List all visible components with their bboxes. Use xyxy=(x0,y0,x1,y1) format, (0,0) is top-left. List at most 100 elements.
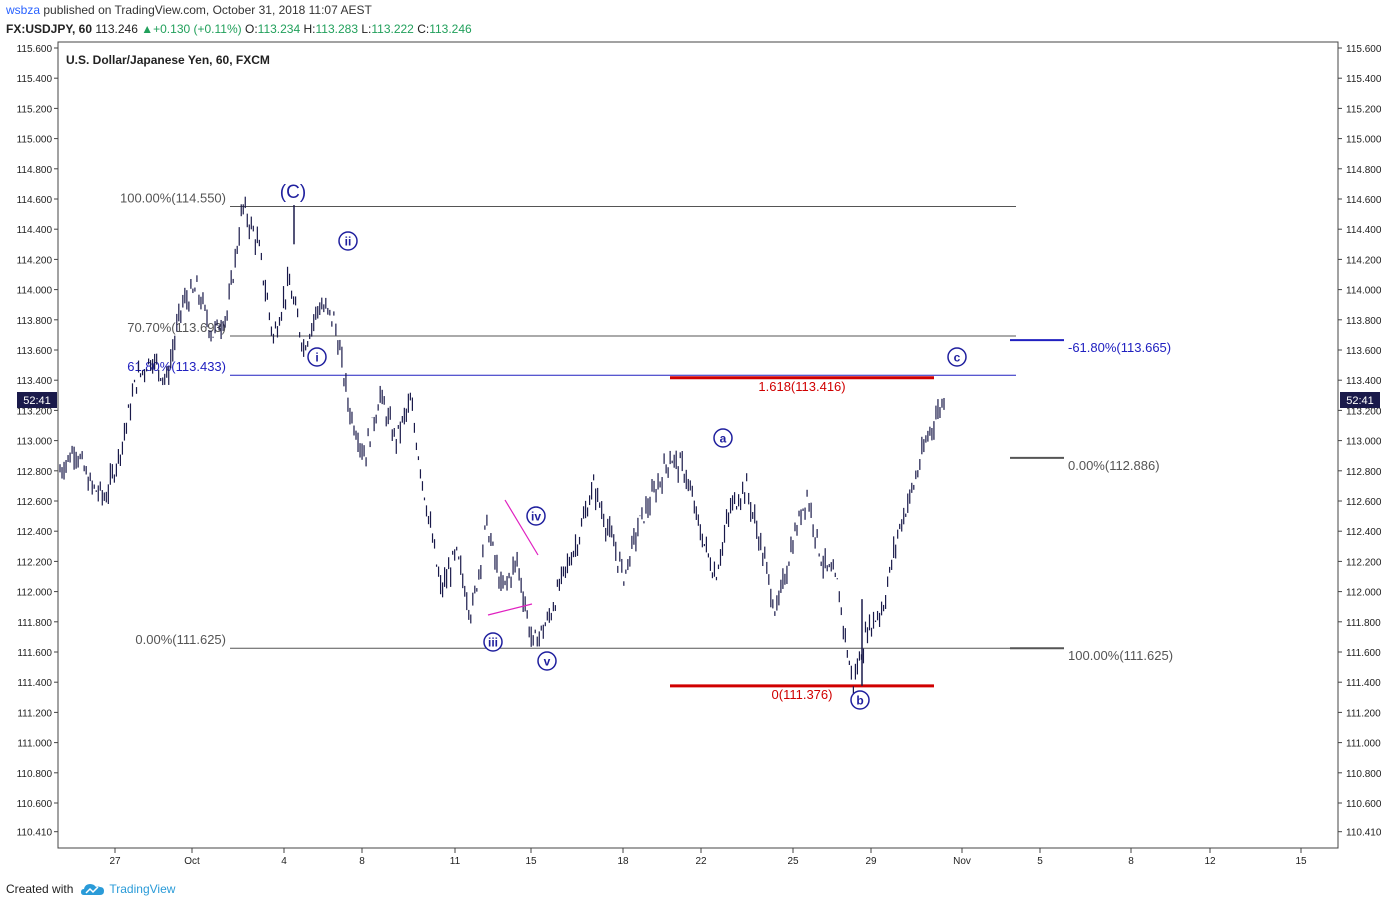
tradingview-brand[interactable]: TradingView xyxy=(81,882,175,896)
low-label: L: xyxy=(361,22,372,36)
y-tick-label-left: 114.400 xyxy=(17,225,53,236)
triangle-lower-line xyxy=(487,603,533,616)
y-tick-label-left: 114.600 xyxy=(17,195,53,206)
publisher-name[interactable]: wsbza xyxy=(6,3,41,17)
y-tick-label-right: 112.000 xyxy=(1346,588,1382,599)
wave-circle xyxy=(537,651,557,671)
left-price-axis: 115.600 115.400 115.200 115.000 114.800 114.6… xyxy=(17,44,58,839)
y-tick-label-left: 115.600 xyxy=(17,44,53,55)
wave-circle xyxy=(307,347,327,367)
y-tick-label-left: 111.800 xyxy=(17,618,52,629)
y-tick-label-right: 111.600 xyxy=(1346,648,1381,659)
y-tick-label-left: 113.600 xyxy=(17,346,53,357)
x-tick-label: 12 xyxy=(1204,856,1216,867)
quote-low: 113.222 xyxy=(371,22,414,36)
wave-circle xyxy=(338,231,358,251)
triangle-upper-line xyxy=(504,499,539,556)
y-tick-label-right: 114.400 xyxy=(1346,225,1382,236)
plot-frame xyxy=(57,41,1339,849)
y-tick-label-left: 110.800 xyxy=(17,769,53,780)
x-tick-label: 8 xyxy=(1128,856,1134,867)
y-tick-label-left: 114.800 xyxy=(17,165,53,176)
y-tick-label-left: 114.200 xyxy=(17,255,53,266)
triangle-drawing xyxy=(487,499,539,616)
x-tick-label: Oct xyxy=(184,856,200,867)
x-tick-label: 15 xyxy=(525,856,537,867)
wave-circle xyxy=(713,428,733,448)
y-tick-label-left: 111.400 xyxy=(17,678,52,689)
y-tick-label-right: 112.800 xyxy=(1346,467,1382,478)
extension-label: 0(111.376) xyxy=(772,687,833,702)
y-tick-label-left: 113.400 xyxy=(17,376,53,387)
published-text: published on TradingView.com, October 31… xyxy=(43,3,372,17)
y-tick-label-right: 115.000 xyxy=(1346,135,1382,146)
time-badges: 52:41 52:41 xyxy=(17,392,1380,408)
y-tick-label-left: 113.800 xyxy=(17,316,53,327)
y-tick-label-left: 112.200 xyxy=(17,557,53,568)
y-tick-label-left: 110.410 xyxy=(17,828,53,839)
chart-title: U.S. Dollar/Japanese Yen, 60, FXCM xyxy=(66,53,270,67)
y-tick-label-right: 113.000 xyxy=(1346,437,1382,448)
quote-open: 113.234 xyxy=(257,22,301,36)
projection-label: 0.00%(112.886) xyxy=(1068,458,1160,473)
created-with-text: Created with xyxy=(6,882,74,896)
y-tick-label-left: 115.200 xyxy=(17,104,53,115)
time-axis[interactable]: 27 Oct 4 8 11 15 18 22 25 29 Nov 5 8 12 15 xyxy=(109,848,1307,867)
time-badge-right-label: 52:41 xyxy=(1346,395,1374,407)
x-tick-label: 8 xyxy=(359,856,365,867)
wave-label-C: (C) xyxy=(280,182,306,203)
fib-level-label: 61.80%(113.433) xyxy=(127,359,226,374)
y-tick-label-right: 110.800 xyxy=(1346,769,1382,780)
high-label: H: xyxy=(303,22,316,36)
x-tick-label: 15 xyxy=(1295,856,1307,867)
wave-label-a: a xyxy=(720,432,727,446)
y-tick-label-left: 112.600 xyxy=(17,497,53,508)
wave-label-iv: iv xyxy=(531,510,541,524)
y-tick-label-right: 110.600 xyxy=(1346,799,1382,810)
close-label: C: xyxy=(417,22,430,36)
y-tick-label-right: 115.400 xyxy=(1346,74,1382,85)
x-tick-label: 4 xyxy=(281,856,287,867)
candles xyxy=(59,196,945,697)
wave-circle xyxy=(850,690,870,710)
cloud-icon xyxy=(81,884,105,895)
x-tick-label: 5 xyxy=(1037,856,1043,867)
fib-level-label: 0.00%(111.625) xyxy=(135,632,226,647)
wave-circle xyxy=(526,506,546,526)
fib-levels: 100.00%(114.550)70.70%(113.693)61.80%(11… xyxy=(120,191,1173,702)
up-arrow-icon: ▲ xyxy=(141,22,154,36)
right-price-axis[interactable]: 115.600 115.400 115.200 115.000 114.800 114.6… xyxy=(1338,44,1382,839)
x-tick-label: 29 xyxy=(865,856,877,867)
time-badge-left-label: 52:41 xyxy=(23,395,51,407)
x-tick-label: 25 xyxy=(787,856,799,867)
quote-last: 113.246 xyxy=(95,22,138,36)
time-badge-left xyxy=(17,392,57,408)
wave-circle xyxy=(947,347,967,367)
brand-label: TradingView xyxy=(109,882,176,896)
publish-info: wsbza published on TradingView.com, Octo… xyxy=(6,3,372,17)
x-tick-label: 27 xyxy=(109,856,121,867)
quote-bar: FX:USDJPY, 60 113.246 ▲+0.130 (+0.11%) O… xyxy=(6,22,472,36)
y-tick-label-left: 111.000 xyxy=(17,739,52,750)
projection-label: 100.00%(111.625) xyxy=(1068,648,1173,663)
y-tick-label-right: 113.600 xyxy=(1346,346,1382,357)
y-tick-label-right: 111.400 xyxy=(1346,678,1381,689)
y-tick-label-left: 110.600 xyxy=(17,799,53,810)
y-tick-label-left: 115.400 xyxy=(17,74,53,85)
wave-label-b: b xyxy=(856,694,863,708)
y-tick-label-right: 110.410 xyxy=(1346,828,1382,839)
quote-close: 113.246 xyxy=(429,22,472,36)
x-tick-label: 22 xyxy=(695,856,707,867)
y-tick-label-right: 113.200 xyxy=(1346,406,1382,417)
y-tick-label-right: 114.200 xyxy=(1346,255,1382,266)
quote-symbol: FX:USDJPY, 60 xyxy=(6,22,93,36)
y-tick-label-right: 111.000 xyxy=(1346,739,1381,750)
y-tick-label-left: 112.800 xyxy=(17,467,53,478)
y-tick-label-right: 112.200 xyxy=(1346,557,1382,568)
wave-label-ii: ii xyxy=(345,235,352,249)
wave-label-c: c xyxy=(954,351,961,365)
y-tick-label-right: 113.400 xyxy=(1346,376,1382,387)
y-tick-label-left: 113.200 xyxy=(17,406,53,417)
